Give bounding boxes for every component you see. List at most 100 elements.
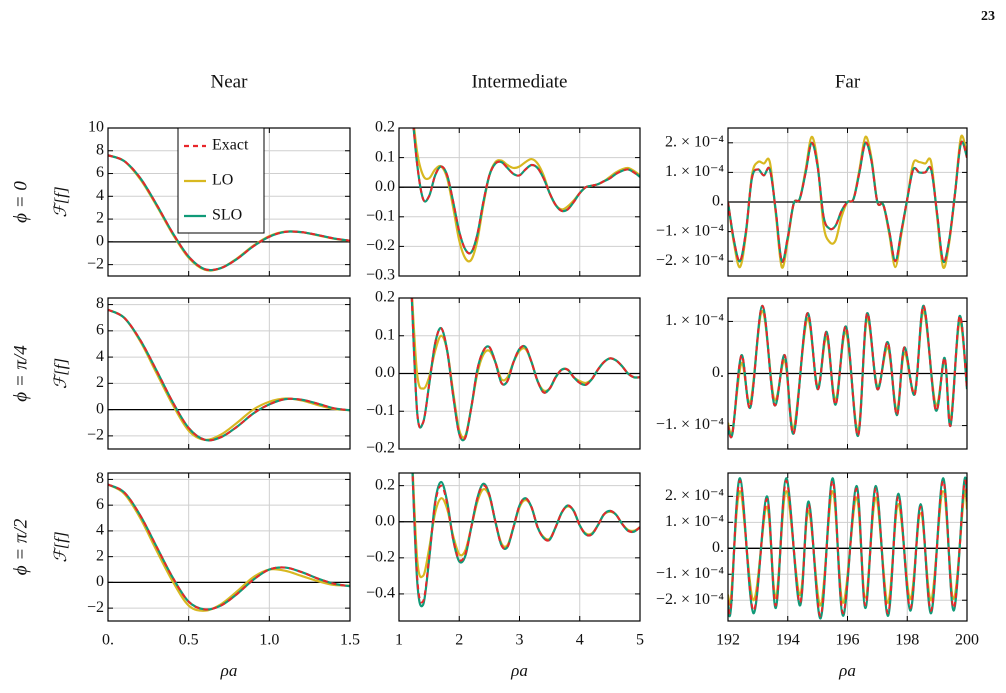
y-axis-label: ℱ[f] xyxy=(51,358,70,389)
series-line xyxy=(108,483,350,611)
plot-frame xyxy=(107,297,351,450)
y-tick-label: 2. × 10⁻⁴ xyxy=(665,487,724,504)
plot-frame xyxy=(727,472,968,622)
series-line xyxy=(412,128,640,255)
y-tick-label: 8 xyxy=(96,295,104,312)
plot-frame xyxy=(727,297,968,450)
x-tick-label: 5 xyxy=(636,632,644,649)
y-tick-label: 0. xyxy=(712,193,724,210)
y-tick-label: −0.1 xyxy=(366,402,395,419)
x-tick-label: 2 xyxy=(455,632,463,649)
row-label: ϕ = 0 xyxy=(10,181,31,223)
x-tick-label: 196 xyxy=(836,632,860,649)
y-tick-label: 0 xyxy=(96,400,104,417)
row-label: ϕ = π/2 xyxy=(10,518,31,575)
y-tick-label: 10 xyxy=(88,119,104,136)
column-title: Far xyxy=(835,71,861,92)
series-line xyxy=(108,308,350,441)
y-tick-label: 2. × 10⁻⁴ xyxy=(665,133,724,150)
column-title: Intermediate xyxy=(471,71,567,92)
series-line xyxy=(411,473,640,604)
y-tick-label: 6 xyxy=(96,496,104,513)
y-tick-label: −2 xyxy=(87,427,104,444)
y-axis-label: ℱ[f] xyxy=(51,531,70,562)
y-tick-label: 1. × 10⁻⁴ xyxy=(665,513,724,530)
y-tick-label: −2 xyxy=(87,255,104,272)
y-tick-label: −0.2 xyxy=(366,440,395,457)
y-tick-label: 2 xyxy=(96,374,104,391)
y-tick-label: −1. × 10⁻⁴ xyxy=(656,416,724,433)
y-tick-label: 0 xyxy=(96,233,104,250)
series-line xyxy=(728,140,967,264)
series-line xyxy=(728,304,967,439)
y-axis-label: ℱ[f] xyxy=(51,186,70,217)
plot-frame xyxy=(398,127,641,277)
y-tick-label: 0.0 xyxy=(375,512,395,529)
series-line xyxy=(108,308,350,442)
y-tick-label: −0.1 xyxy=(366,207,395,224)
x-tick-label: 192 xyxy=(716,632,740,649)
y-tick-label: 0. xyxy=(712,364,724,381)
plot-frame xyxy=(727,127,968,277)
series-line xyxy=(411,473,640,579)
x-tick-label: 3 xyxy=(516,632,524,649)
plot-frame xyxy=(398,297,641,450)
y-tick-label: 8 xyxy=(96,470,104,487)
column-title: Near xyxy=(211,71,249,92)
y-tick-label: −1. × 10⁻⁴ xyxy=(656,565,724,582)
y-tick-label: −2. × 10⁻⁴ xyxy=(656,591,724,608)
x-axis-label: ρa xyxy=(838,661,856,680)
y-tick-label: 0. xyxy=(712,539,724,556)
y-tick-label: 1. × 10⁻⁴ xyxy=(665,163,724,180)
plot-frame xyxy=(107,472,351,622)
x-tick-label: 0. xyxy=(102,632,114,649)
x-axis-label: ρa xyxy=(510,661,528,680)
y-tick-label: 0.0 xyxy=(375,178,395,195)
y-tick-label: 0.2 xyxy=(375,476,395,493)
x-axis-label: ρa xyxy=(220,661,238,680)
x-tick-label: 200 xyxy=(955,632,979,649)
x-tick-label: 1 xyxy=(395,632,403,649)
series-line xyxy=(411,473,640,608)
y-tick-label: 4 xyxy=(96,522,104,539)
legend-label: LO xyxy=(212,172,233,189)
y-tick-label: 0.0 xyxy=(375,364,395,381)
legend-label: Exact xyxy=(212,137,249,154)
y-tick-label: 6 xyxy=(96,321,104,338)
y-tick-label: 1. × 10⁻⁴ xyxy=(665,312,724,329)
y-tick-label: 0 xyxy=(96,573,104,590)
series-line xyxy=(728,479,967,617)
series-line xyxy=(108,483,350,612)
y-tick-label: −0.2 xyxy=(366,549,395,566)
x-tick-label: 198 xyxy=(895,632,919,649)
y-tick-label: −0.4 xyxy=(366,585,395,602)
series-line xyxy=(410,298,640,442)
y-tick-label: −2. × 10⁻⁴ xyxy=(656,252,724,269)
series-line xyxy=(108,483,350,611)
x-tick-label: 1.0 xyxy=(259,632,279,649)
row-label: ϕ = π/4 xyxy=(10,345,31,402)
y-tick-label: 0.2 xyxy=(375,119,395,136)
x-tick-label: 0.5 xyxy=(179,632,199,649)
y-tick-label: −2 xyxy=(87,599,104,616)
y-tick-label: −0.2 xyxy=(366,237,395,254)
y-tick-label: 4 xyxy=(96,187,104,204)
y-tick-label: 0.1 xyxy=(375,326,395,343)
y-tick-label: −0.3 xyxy=(366,267,395,284)
series-line xyxy=(108,308,350,442)
legend-label: SLO xyxy=(212,207,242,224)
y-tick-label: 8 xyxy=(96,141,104,158)
y-tick-label: −1. × 10⁻⁴ xyxy=(656,222,724,239)
y-tick-label: 2 xyxy=(96,210,104,227)
x-tick-label: 194 xyxy=(776,632,800,649)
x-tick-label: 4 xyxy=(576,632,584,649)
page-number: 23 xyxy=(981,9,995,24)
y-tick-label: 6 xyxy=(96,164,104,181)
y-tick-label: 4 xyxy=(96,348,104,365)
plot-frame xyxy=(398,472,641,622)
y-tick-label: 0.2 xyxy=(375,289,395,306)
y-tick-label: 2 xyxy=(96,547,104,564)
series-line xyxy=(108,154,350,272)
x-tick-label: 1.5 xyxy=(340,632,360,649)
